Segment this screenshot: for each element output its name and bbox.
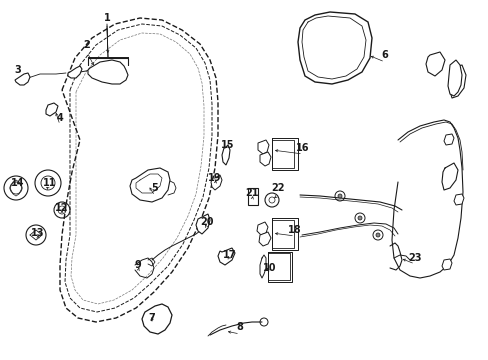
Text: 21: 21 xyxy=(245,188,258,198)
Text: 18: 18 xyxy=(287,225,301,235)
Polygon shape xyxy=(46,103,58,116)
Text: 16: 16 xyxy=(296,143,309,153)
Polygon shape xyxy=(218,248,235,265)
Text: 15: 15 xyxy=(221,140,234,150)
Text: 22: 22 xyxy=(271,183,284,193)
Polygon shape xyxy=(196,214,209,234)
Polygon shape xyxy=(260,152,270,166)
Polygon shape xyxy=(88,60,128,84)
Text: 19: 19 xyxy=(208,173,221,183)
Polygon shape xyxy=(447,60,461,96)
Text: 10: 10 xyxy=(263,263,276,273)
Text: 3: 3 xyxy=(15,65,21,75)
Text: 20: 20 xyxy=(200,217,213,227)
Polygon shape xyxy=(15,73,30,85)
Polygon shape xyxy=(453,194,463,205)
Polygon shape xyxy=(425,52,444,76)
Polygon shape xyxy=(210,175,222,190)
Text: 7: 7 xyxy=(148,313,155,323)
Text: 13: 13 xyxy=(31,228,45,238)
Text: 23: 23 xyxy=(407,253,421,263)
Polygon shape xyxy=(297,12,371,84)
Polygon shape xyxy=(257,222,267,235)
Text: 5: 5 xyxy=(151,183,158,193)
Text: 4: 4 xyxy=(57,113,63,123)
Circle shape xyxy=(375,233,379,237)
Text: 2: 2 xyxy=(83,40,90,50)
Text: 6: 6 xyxy=(381,50,387,60)
Polygon shape xyxy=(258,140,268,154)
Circle shape xyxy=(337,194,341,198)
Polygon shape xyxy=(441,259,451,270)
Polygon shape xyxy=(259,232,270,246)
Text: 8: 8 xyxy=(236,322,243,332)
Text: 14: 14 xyxy=(11,178,25,188)
Text: 1: 1 xyxy=(103,13,110,23)
Polygon shape xyxy=(142,304,172,334)
Polygon shape xyxy=(68,66,82,78)
Polygon shape xyxy=(443,134,453,145)
Text: 11: 11 xyxy=(43,178,57,188)
Text: 9: 9 xyxy=(134,260,141,270)
Polygon shape xyxy=(130,168,170,202)
Text: 17: 17 xyxy=(223,250,236,260)
Circle shape xyxy=(357,216,361,220)
Polygon shape xyxy=(222,145,229,165)
Polygon shape xyxy=(247,188,258,205)
Text: 12: 12 xyxy=(55,203,69,213)
